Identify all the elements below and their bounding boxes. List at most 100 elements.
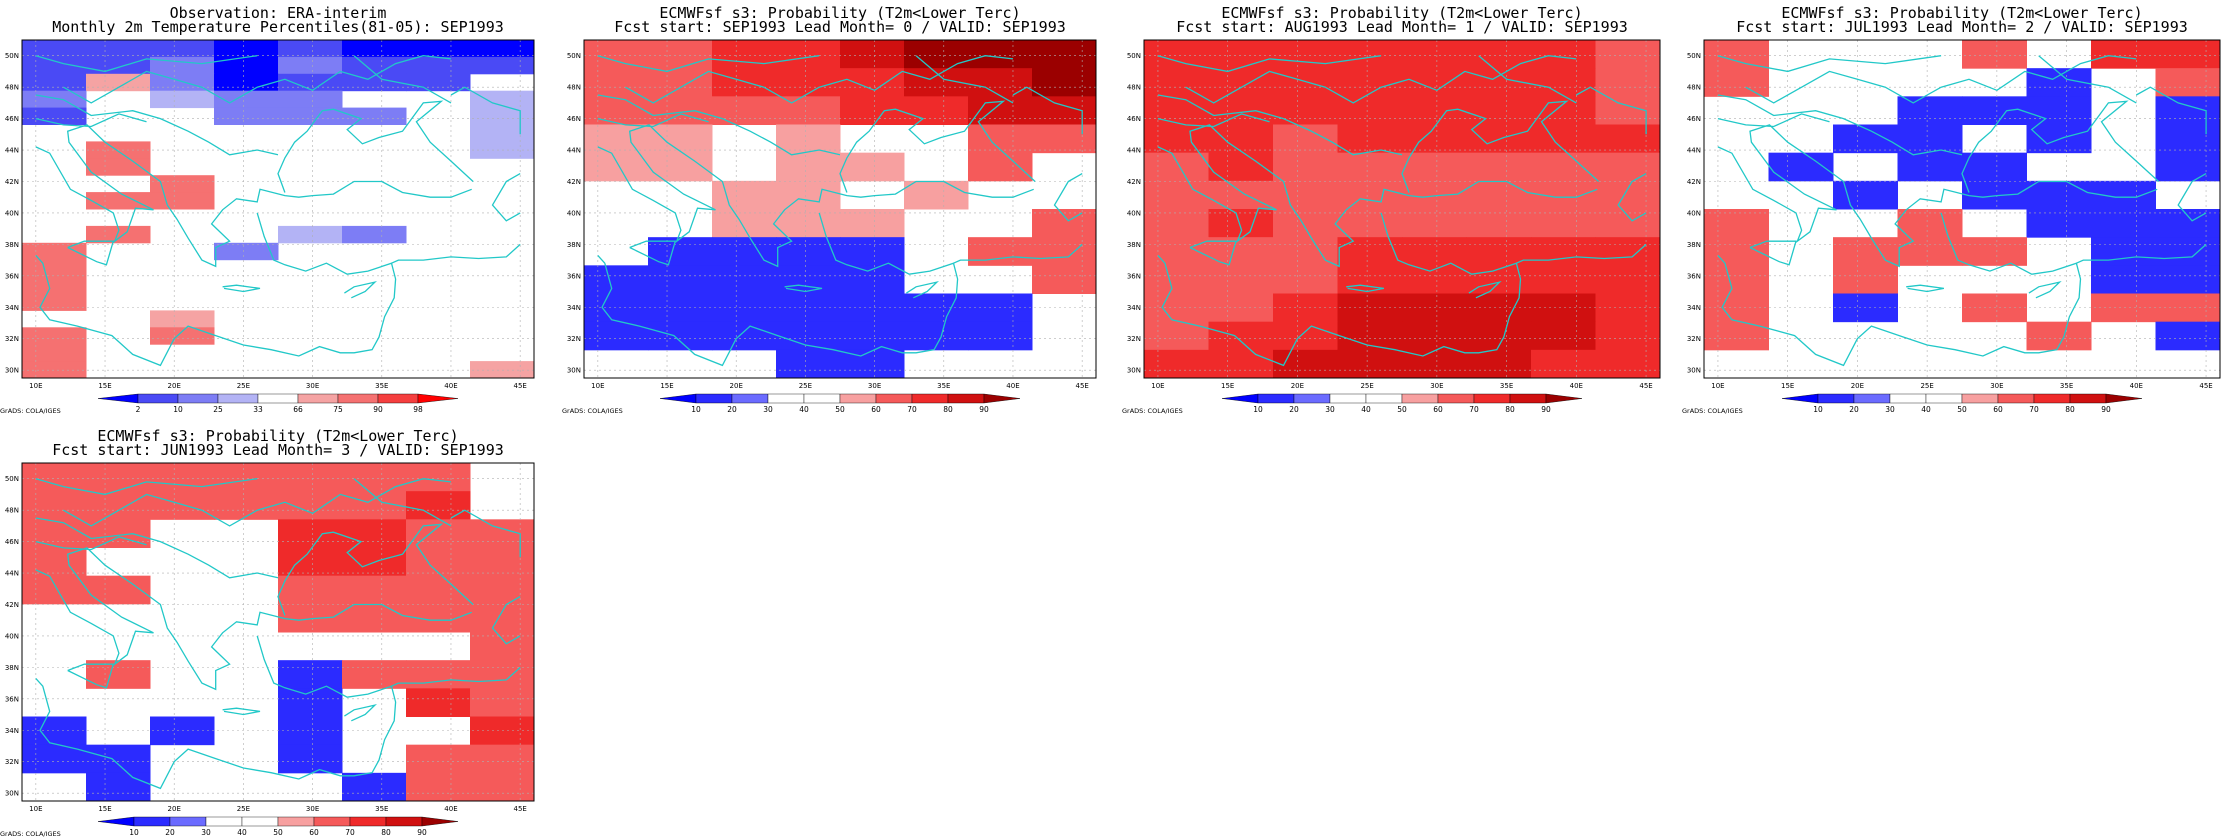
x-tick-label: 40E [2130, 382, 2143, 390]
x-tick-label: 35E [375, 805, 388, 813]
coastline [67, 663, 115, 689]
shaded-cell [1144, 180, 1209, 210]
y-tick-label: 38N [5, 664, 19, 672]
y-tick-label: 46N [1687, 115, 1701, 123]
x-tick-label: 20E [1291, 382, 1304, 390]
panel-title-line: Observation: ERA-interim [170, 4, 387, 22]
colorbar-swatch [1293, 393, 1331, 404]
credit-text: GrADS: COLA/IGES [1122, 407, 1183, 415]
shaded-cell [470, 688, 535, 717]
shaded-cell [1402, 152, 1467, 182]
shaded-cell [342, 225, 407, 244]
colorbar-swatch [947, 393, 985, 404]
coastline [1745, 55, 2137, 104]
y-tick-label: 50N [1127, 52, 1141, 60]
y-tick-label: 40N [1687, 209, 1701, 217]
shaded-cell [1962, 152, 2027, 182]
shaded-cell [1032, 40, 1097, 69]
shaded-cell [214, 90, 279, 109]
shaded-cell [2155, 68, 2221, 97]
shaded-cell [22, 259, 87, 278]
shaded-cell [22, 344, 87, 362]
shaded-cell [648, 293, 713, 323]
shaded-cell [840, 209, 905, 238]
y-tick-label: 32N [1687, 335, 1701, 343]
shaded-cell [214, 491, 279, 520]
x-tick-label: 30E [1990, 382, 2003, 390]
shaded-cell [86, 73, 151, 92]
x-tick-label: 35E [2060, 382, 2073, 390]
coastline [222, 707, 261, 716]
colorbar-tick-label: 2 [136, 405, 141, 414]
colorbar-tick-label: 60 [309, 828, 319, 837]
y-tick-label: 32N [567, 335, 581, 343]
shaded-cell [22, 73, 87, 92]
coastline [1157, 212, 1522, 367]
shaded-cell [776, 180, 841, 210]
shaded-cell [1962, 180, 2027, 210]
shaded-cell [22, 327, 87, 345]
colorbar-tick-label: 20 [1289, 405, 1299, 414]
shaded-cell [1962, 237, 2027, 266]
shaded-cell [968, 321, 1033, 351]
coastline [1157, 124, 1598, 268]
shaded-cell [648, 321, 713, 351]
shaded-cell [1531, 96, 1596, 125]
coastline [1749, 240, 1797, 266]
shaded-cell [776, 209, 841, 238]
coastline [63, 55, 452, 104]
shaded-cell [1144, 349, 1209, 379]
shaded-cell [1208, 124, 1274, 154]
shaded-cell [1595, 321, 1661, 351]
colorbar-swatch [241, 816, 279, 827]
shaded-cell [2155, 152, 2221, 182]
y-tick-label: 46N [1127, 115, 1141, 123]
coastline [1157, 55, 1382, 73]
shaded-cell [968, 237, 1033, 266]
y-tick-label: 50N [5, 52, 19, 60]
shaded-cell [406, 575, 471, 605]
colorbar-swatch [337, 393, 379, 404]
shaded-cell [1208, 180, 1274, 210]
shaded-cell [278, 744, 343, 774]
colorbar-tick-label: 10 [691, 405, 701, 414]
shaded-cell [406, 660, 471, 689]
map-panel-4: ECMWFsf s3: Probability (T2m<Lower Terc)… [1682, 4, 2221, 415]
colorbar-swatch [1853, 393, 1891, 404]
shaded-cell [1402, 68, 1467, 97]
coastline [450, 509, 521, 558]
shaded-cell [1273, 180, 1338, 210]
shaded-cell [214, 107, 279, 125]
coastline [1717, 94, 1963, 156]
shaded-cell [2026, 209, 2092, 238]
shaded-cell [342, 519, 407, 548]
coastline [1185, 55, 1577, 104]
colorbar: 10 20 30 40 50 60 70 80 90 [1781, 393, 2143, 414]
shaded-cell [278, 547, 343, 577]
panel-title-line: ECMWFsf s3: Probability (T2m<Lower Terc) [659, 4, 1020, 22]
shaded-cell [22, 56, 87, 75]
coastline [1717, 55, 1942, 73]
x-tick-label: 20E [168, 382, 181, 390]
shaded-cell [1897, 96, 1963, 125]
shaded-cell [904, 96, 969, 125]
shaded-cell [470, 744, 535, 774]
colorbar-tick-label: 30 [1325, 405, 1335, 414]
colorbar-swatch [1781, 393, 1819, 404]
shaded-cell [1466, 180, 1532, 210]
shaded-cell [1402, 321, 1467, 351]
y-tick-label: 42N [1127, 178, 1141, 186]
y-tick-label: 48N [5, 507, 19, 515]
shaded-cell [1273, 349, 1338, 379]
colorbar-tick-label: 90 [2101, 405, 2111, 414]
shaded-cell [1032, 124, 1097, 154]
shaded-cell [1595, 209, 1661, 238]
shaded-cell [214, 40, 279, 58]
shaded-cell [1337, 40, 1403, 69]
colorbar-swatch [349, 816, 387, 827]
colorbar-tick-label: 50 [1957, 405, 1967, 414]
map-panel-5: ECMWFsf s3: Probability (T2m<Lower Terc)… [0, 427, 535, 838]
shaded-cell [2155, 96, 2221, 125]
shaded-cell [712, 321, 777, 351]
shaded-cell [1595, 68, 1661, 97]
